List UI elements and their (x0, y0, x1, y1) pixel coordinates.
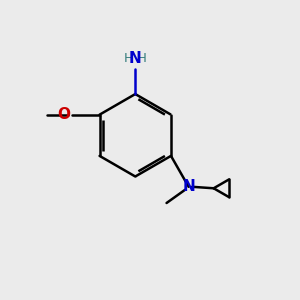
Text: H: H (124, 52, 134, 65)
Text: N: N (182, 179, 195, 194)
Text: O: O (58, 107, 71, 122)
Text: N: N (129, 51, 142, 66)
Text: H: H (137, 52, 147, 65)
